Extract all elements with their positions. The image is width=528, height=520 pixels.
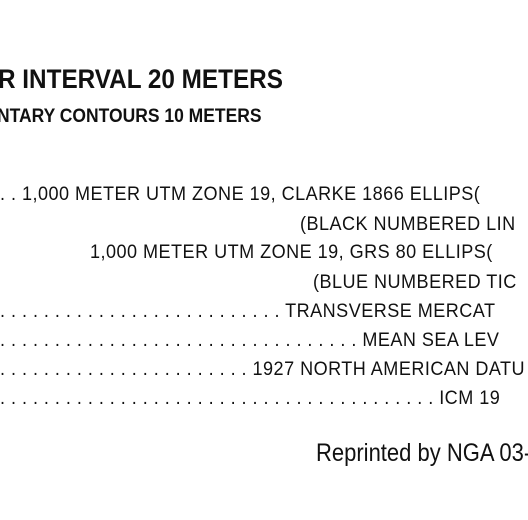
reprint-note: Reprinted by NGA 03- xyxy=(316,439,528,467)
horizontal-datum-label: . . . . . . . . . . . . . . . . . . . . … xyxy=(0,359,526,380)
grid-grs-label: 1,000 METER UTM ZONE 19, GRS 80 ELLIPS( xyxy=(90,242,493,263)
grid-grs-note: (BLUE NUMBERED TIC xyxy=(313,272,517,293)
contour-interval-label: R INTERVAL 20 METERS xyxy=(0,64,283,94)
grid-clarke-label: . . 1,000 METER UTM ZONE 19, CLARKE 1866… xyxy=(0,184,481,205)
icm-label: . . . . . . . . . . . . . . . . . . . . … xyxy=(0,388,501,409)
supplementary-contours-label: NTARY CONTOURS 10 METERS xyxy=(0,106,262,127)
vertical-datum-label: . . . . . . . . . . . . . . . . . . . . … xyxy=(0,330,500,351)
grid-clarke-note: (BLACK NUMBERED LIN xyxy=(300,214,516,235)
projection-label: . . . . . . . . . . . . . . . . . . . . … xyxy=(0,301,496,322)
